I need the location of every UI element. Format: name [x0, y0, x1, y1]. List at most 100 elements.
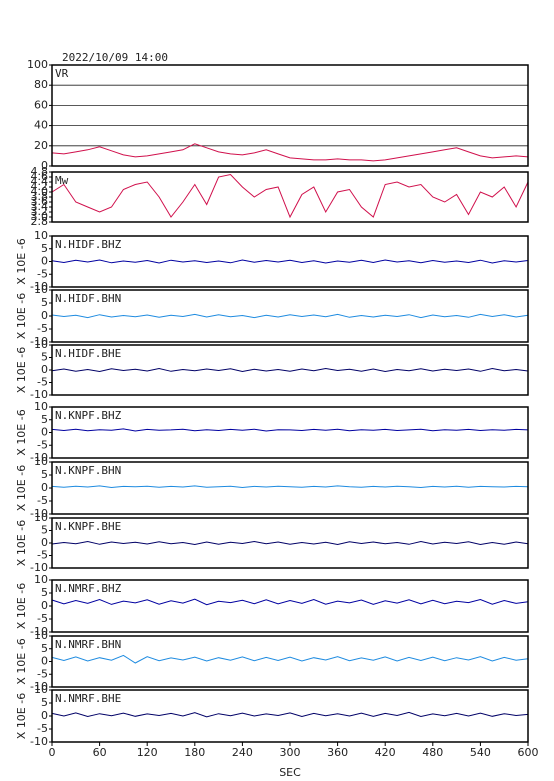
- y-tick-label: 3.4: [31, 200, 49, 213]
- y-tick-label: 5: [41, 413, 48, 426]
- y-tick-label: -5: [37, 322, 48, 335]
- y-tick-label: 3.6: [31, 195, 49, 208]
- y-axis-label: X 10E -6: [15, 293, 28, 339]
- y-tick-label: 80: [34, 78, 48, 91]
- y-axis-label: X 10E -6: [15, 347, 28, 393]
- y-tick-label: 0: [41, 159, 48, 172]
- y-tick-label: 4.8: [31, 165, 49, 178]
- x-tick-label: 600: [518, 746, 539, 759]
- y-tick-label: 4.6: [31, 170, 49, 183]
- y-tick-label: -10: [30, 735, 48, 748]
- panel-frame: [51, 689, 529, 743]
- panel-frame: [51, 635, 529, 688]
- y-tick-label: 5: [41, 696, 48, 709]
- y-tick-label: 3.2: [31, 205, 49, 218]
- x-tick-label: 300: [280, 746, 301, 759]
- y-tick-label: 0: [41, 309, 48, 322]
- y-tick-label: 10: [34, 573, 48, 586]
- x-tick-label: 420: [375, 746, 396, 759]
- series-line: [51, 367, 529, 373]
- series-line: [51, 654, 529, 664]
- y-tick-label: 5: [41, 642, 48, 655]
- series-label: Mw: [55, 174, 69, 187]
- y-tick-label: 5: [41, 468, 48, 481]
- series-line: [51, 313, 529, 319]
- y-tick-label: -5: [37, 267, 48, 280]
- y-tick-label: 10: [34, 511, 48, 524]
- series-line: [51, 259, 529, 264]
- y-axis-label: X 10E -6: [15, 238, 28, 284]
- panel-frame: [51, 517, 529, 569]
- y-tick-label: -5: [37, 722, 48, 735]
- chart-title: 2022/10/09 14:00: [62, 51, 168, 64]
- y-axis-label: X 10E -6: [15, 520, 28, 566]
- x-tick-label: 60: [93, 746, 107, 759]
- x-tick-label: 540: [470, 746, 491, 759]
- x-tick-label: 240: [232, 746, 253, 759]
- y-tick-label: -10: [30, 561, 48, 574]
- y-tick-label: 10: [34, 229, 48, 242]
- y-tick-label: 0: [41, 709, 48, 722]
- series-label: N.KNPF.BHN: [55, 464, 121, 477]
- y-tick-label: 10: [34, 629, 48, 642]
- y-tick-label: -10: [30, 680, 48, 693]
- y-tick-label: -5: [37, 494, 48, 507]
- y-tick-label: 4.4: [31, 175, 49, 188]
- y-tick-label: 0: [41, 363, 48, 376]
- y-tick-label: 100: [27, 58, 48, 71]
- y-tick-label: 5: [41, 296, 48, 309]
- series-line: [51, 711, 529, 718]
- y-tick-label: 0: [41, 655, 48, 668]
- y-tick-label: 3.0: [31, 210, 49, 223]
- x-tick-label: 0: [49, 746, 56, 759]
- y-tick-label: 5: [41, 586, 48, 599]
- panel-frame: [51, 235, 529, 288]
- y-axis-label: X 10E -6: [15, 409, 28, 455]
- x-tick-label: 180: [184, 746, 205, 759]
- y-tick-label: 0: [41, 599, 48, 612]
- series-label: N.KNPF.BHZ: [55, 409, 122, 422]
- series-label: N.HIDF.BHZ: [55, 238, 122, 251]
- x-tick-label: 360: [327, 746, 348, 759]
- series-label: N.HIDF.BHE: [55, 347, 121, 360]
- y-axis-label: X 10E -6: [15, 638, 28, 684]
- y-tick-label: -5: [37, 376, 48, 389]
- y-tick-label: -10: [30, 625, 48, 638]
- panel-frame: [51, 64, 529, 167]
- series-line: [51, 598, 529, 606]
- panel-frame: [51, 289, 529, 343]
- y-tick-label: 2.8: [31, 215, 49, 228]
- panel-frame: [51, 171, 529, 223]
- y-tick-label: 4.0: [31, 185, 49, 198]
- series-line: [51, 485, 529, 489]
- panel-frame: [51, 579, 529, 633]
- y-tick-label: 0: [41, 255, 48, 268]
- x-tick-label: 120: [137, 746, 158, 759]
- series-label: N.NMRF.BHE: [55, 692, 121, 705]
- y-tick-label: -10: [30, 451, 48, 464]
- series-label: N.KNPF.BHE: [55, 520, 121, 533]
- y-tick-label: 0: [41, 481, 48, 494]
- y-tick-label: 10: [34, 338, 48, 351]
- y-tick-label: 3.8: [31, 190, 49, 203]
- y-tick-label: 0: [41, 426, 48, 439]
- y-axis-label: X 10E -6: [15, 583, 28, 629]
- panel-frame: [51, 344, 529, 396]
- y-tick-label: 5: [41, 351, 48, 364]
- y-tick-label: 0: [41, 536, 48, 549]
- y-tick-label: -5: [37, 438, 48, 451]
- y-tick-label: 4.2: [31, 180, 49, 193]
- series-label: VR: [55, 67, 69, 80]
- y-tick-label: 10: [34, 683, 48, 696]
- series-line: [51, 173, 529, 219]
- y-axis-label: X 10E -6: [15, 693, 28, 739]
- y-tick-label: -5: [37, 612, 48, 625]
- y-axis-label: X 10E -6: [15, 465, 28, 511]
- x-tick-label: 480: [422, 746, 443, 759]
- y-tick-label: 20: [34, 139, 48, 152]
- x-axis-label: SEC: [279, 766, 301, 779]
- panel-frame: [51, 461, 529, 515]
- y-tick-label: -10: [30, 388, 48, 401]
- series-label: N.HIDF.BHN: [55, 292, 121, 305]
